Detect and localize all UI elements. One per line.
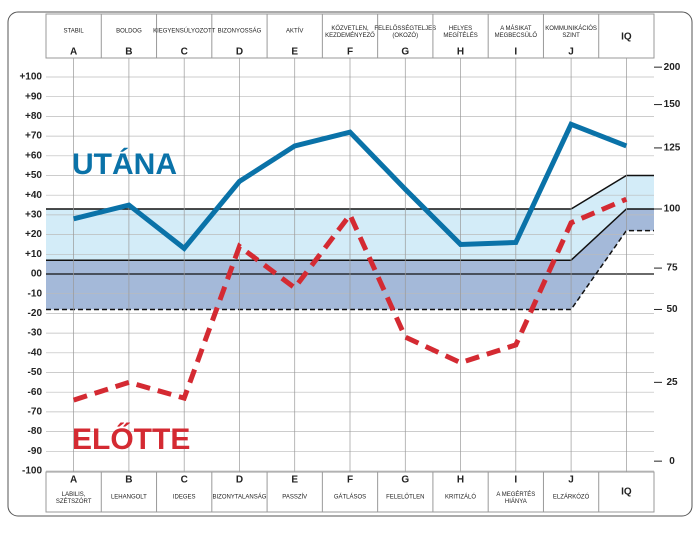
column-letter: C xyxy=(181,475,188,486)
y-tick-label: -30 xyxy=(28,328,43,339)
y-tick-label: +10 xyxy=(25,249,42,260)
y2-tick-label: 200 xyxy=(664,62,681,73)
column-letter: A xyxy=(70,475,77,486)
y2-tick-label: 125 xyxy=(664,143,681,154)
opposite-label: A MEGÉRTÉS HIÁNYA xyxy=(496,491,535,505)
y-tick-label: -90 xyxy=(28,446,43,457)
category-label: KÖZVETLEN, KEZDEMÉNYEZŐ xyxy=(325,25,375,39)
column-letter: D xyxy=(236,47,243,58)
category-label: HELYES MEGÍTÉLÉS xyxy=(443,26,477,39)
opposite-label: LEHANGOLT xyxy=(111,495,147,501)
opposite-label: PASSZÍV xyxy=(282,494,307,501)
y-tick-label: -80 xyxy=(28,426,43,437)
column-letter: G xyxy=(401,475,409,486)
column-letter: H xyxy=(457,475,464,486)
annotation: ELŐTTE xyxy=(72,422,190,456)
series-line xyxy=(73,121,628,252)
column-letter: I xyxy=(514,47,517,58)
category-label: KIEGYENSÚLYOZOTT xyxy=(153,28,216,35)
opposite-label: IDEGES xyxy=(173,495,196,501)
y-tick-label: +100 xyxy=(19,72,42,83)
series-line xyxy=(72,196,628,403)
y2-tick-label: 150 xyxy=(664,99,681,110)
y-tick-label: -20 xyxy=(28,308,43,319)
opposite-label: FELELŐTLEN xyxy=(386,494,424,501)
opposite-label: GÁTLÁSOS xyxy=(334,494,366,501)
y-tick-label: +30 xyxy=(25,210,42,221)
band-line xyxy=(46,174,654,210)
band-line xyxy=(46,229,654,311)
y-tick-label: -10 xyxy=(28,288,43,299)
opposite-label: LABILIS, SZÉTSZÓRT xyxy=(56,492,92,505)
y2-tick-label: 75 xyxy=(666,263,678,274)
y2-tick-label: 0 xyxy=(669,456,675,467)
opposite-label: KRITIZÁLÓ xyxy=(445,494,476,501)
opposite-label: ELZÁRKÓZÓ xyxy=(553,494,590,501)
band xyxy=(46,208,654,310)
column-letter: D xyxy=(236,475,243,486)
column-letter: B xyxy=(125,47,132,58)
category-label: BIZONYOSSÁG xyxy=(218,28,262,35)
y-tick-label: +20 xyxy=(25,229,42,240)
column-letter: I xyxy=(514,475,517,486)
category-label: BOLDOG xyxy=(116,29,142,35)
category-label: AKTÍV xyxy=(286,28,303,35)
y-tick-label: +60 xyxy=(25,150,42,161)
category-label: A MÁSIKAT MEGBECSÜLŐ xyxy=(495,25,538,39)
column-letter: IQ xyxy=(621,32,632,43)
column-letter: G xyxy=(401,47,409,58)
column-letter: E xyxy=(291,47,298,58)
category-label: KOMMUNIKÁCIÓS SZINT xyxy=(545,25,597,39)
y-tick-label: +80 xyxy=(25,111,42,122)
header-row xyxy=(45,13,655,59)
y-tick-label: -100 xyxy=(22,466,42,477)
column-letter: E xyxy=(291,475,298,486)
y-tick-label: -40 xyxy=(28,347,43,358)
column-letter: F xyxy=(347,475,353,486)
column-letter: IQ xyxy=(621,487,632,498)
y-tick-label: +50 xyxy=(25,170,42,181)
column-letter: H xyxy=(457,47,464,58)
y2-tick-label: 25 xyxy=(666,377,678,388)
y-tick-label: +70 xyxy=(25,131,42,142)
y-tick-label: -70 xyxy=(28,407,43,418)
y2-tick-label: 50 xyxy=(666,304,678,315)
annotation: UTÁNA xyxy=(72,147,177,181)
category-label: FELELŐSSÉGTELJES (OKOZÓ) xyxy=(374,25,436,39)
column-letter: C xyxy=(181,47,188,58)
y2-tick-label: 100 xyxy=(664,204,681,215)
band-line xyxy=(46,208,654,261)
column-letter: J xyxy=(568,47,574,58)
column-letter: B xyxy=(125,475,132,486)
y-tick-label: 00 xyxy=(31,269,43,280)
column-letter: F xyxy=(347,47,353,58)
opposite-label: BIZONYTALANSÁG xyxy=(213,494,267,501)
category-label: STABIL xyxy=(64,29,85,35)
column-letter: J xyxy=(568,475,574,486)
y-tick-label: +40 xyxy=(25,190,42,201)
y-tick-label: +90 xyxy=(25,91,42,102)
column-letter: A xyxy=(70,47,77,58)
y-tick-label: -50 xyxy=(28,367,43,378)
y-tick-label: -60 xyxy=(28,387,43,398)
